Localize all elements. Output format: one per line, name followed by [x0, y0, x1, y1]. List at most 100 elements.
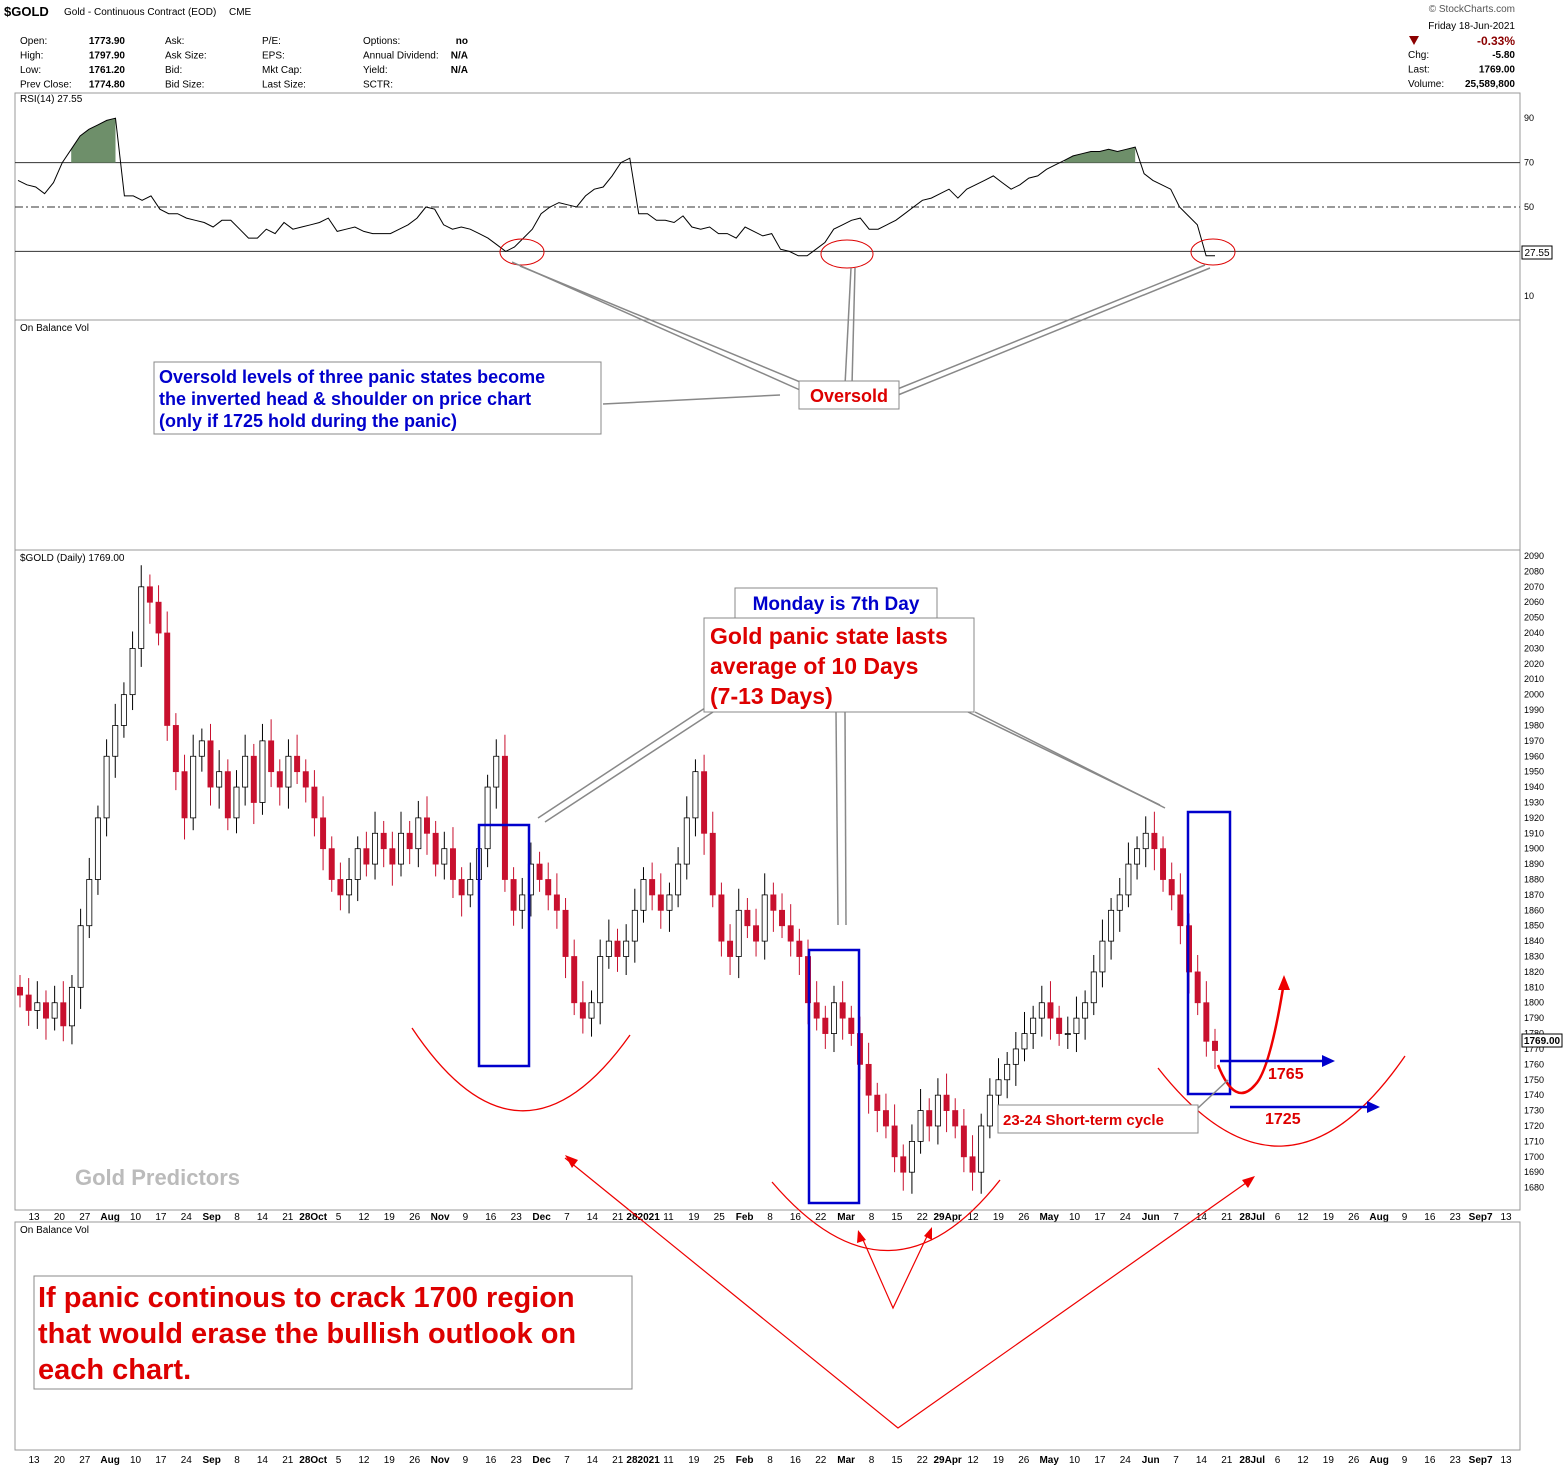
- price-tick-label: 2000: [1524, 690, 1544, 700]
- stat-label: SCTR:: [363, 80, 393, 91]
- candle-body: [978, 1125, 985, 1173]
- price-tick-label: 2010: [1524, 674, 1544, 684]
- candle-body: [1194, 971, 1201, 1004]
- price-tick-label: 1820: [1524, 967, 1544, 977]
- x-tick-label: 16: [485, 1455, 497, 1466]
- candle-body: [709, 832, 716, 896]
- stat-label: Bid:: [165, 65, 182, 76]
- watermark: Gold Predictors: [75, 1165, 240, 1190]
- x-tick-label: 282021: [626, 1212, 660, 1223]
- stat-value: N/A: [451, 65, 468, 76]
- candle-body: [917, 1110, 924, 1142]
- candle-body: [190, 755, 197, 819]
- x-tick-label: 14: [257, 1455, 269, 1466]
- x-tick-label: 23: [511, 1455, 523, 1466]
- panic-box-2: [807, 948, 861, 1205]
- candle-body: [562, 909, 569, 957]
- x-tick-label: 21: [1221, 1212, 1233, 1223]
- stats-column-3: P/E: EPS: Mkt Cap: Last Size:: [262, 36, 306, 91]
- candle-body: [415, 817, 422, 850]
- candle-body: [683, 817, 690, 865]
- x-axis-top: 13 20 27 Aug 10 17 24 Sep 8 14 21 28Oct 5 12 19 26 Nov 9 1…: [28, 1212, 1512, 1223]
- x-tick-label: Nov: [431, 1455, 450, 1466]
- cycle-box: 23-24 Short-term cycle: [997, 1079, 1229, 1134]
- candle-body: [882, 1110, 889, 1127]
- x-tick-label: 12: [1297, 1212, 1309, 1223]
- candle-body: [181, 771, 188, 819]
- stat-label: Open:: [20, 36, 47, 47]
- candle-body: [1064, 1033, 1071, 1035]
- price-tick-label: 1970: [1524, 736, 1544, 746]
- candle-body: [501, 755, 508, 880]
- panic-text-line-3: (7-13 Days): [710, 683, 833, 709]
- x-tick-label: 5: [336, 1212, 342, 1223]
- x-tick-label: 16: [1424, 1212, 1436, 1223]
- x-tick-label: 9: [1402, 1212, 1408, 1223]
- x-tick-label: 20: [54, 1455, 66, 1466]
- candle-body: [276, 771, 283, 788]
- candle-body: [1134, 848, 1141, 865]
- arrow-1725-icon: [1367, 1101, 1380, 1113]
- panic-box-1: [477, 823, 531, 1068]
- x-tick-label: 26: [1348, 1455, 1360, 1466]
- x-tick-label: Feb: [736, 1455, 754, 1466]
- candle-body: [675, 863, 682, 896]
- x-tick-label: 24: [181, 1455, 193, 1466]
- candle-body: [1012, 1048, 1019, 1065]
- candle-body: [1160, 848, 1167, 880]
- x-tick-label: Aug: [100, 1212, 119, 1223]
- candle-body: [510, 879, 517, 911]
- price-tick-label: 1740: [1524, 1090, 1544, 1100]
- candle-body: [207, 740, 214, 788]
- x-tick-label: Feb: [736, 1212, 754, 1223]
- oversold-callout-lines: [511, 261, 1211, 405]
- candle-body: [831, 1002, 837, 1034]
- x-tick-label: 15: [891, 1455, 903, 1466]
- price-tick-label: 2030: [1524, 643, 1544, 653]
- x-tick-label: 19: [1323, 1455, 1335, 1466]
- rsi-tick-label: 90: [1524, 113, 1534, 123]
- stat-value: -5.80: [1492, 50, 1515, 61]
- x-tick-label: 13: [28, 1455, 40, 1466]
- candle-body: [17, 986, 23, 996]
- x-tick-label: 15: [891, 1212, 903, 1223]
- x-tick-label: 7: [1173, 1212, 1179, 1223]
- x-tick-label: 24: [1120, 1212, 1132, 1223]
- price-current-box: [1521, 1033, 1563, 1048]
- price-tick-label: 1810: [1524, 982, 1544, 992]
- candle-body: [1073, 1017, 1080, 1034]
- x-tick-label: May: [1039, 1212, 1059, 1223]
- price-tick-label: 1930: [1524, 797, 1544, 807]
- x-tick-label: 6: [1275, 1455, 1281, 1466]
- price-tick-label: 1890: [1524, 859, 1544, 869]
- stat-label: Chg:: [1408, 50, 1429, 61]
- x-tick-label: Mar: [837, 1212, 855, 1223]
- stat-label: Mkt Cap:: [262, 65, 302, 76]
- candle-body: [1038, 1002, 1045, 1019]
- stats-column-1: Open: 1773.90 High: 1797.90 Low: 1761.20 Prev …: [20, 36, 125, 91]
- projection-arrow-icon: [1278, 975, 1290, 990]
- brand-logo: © StockCharts.com: [1429, 4, 1515, 15]
- x-tick-label: 14: [587, 1455, 599, 1466]
- x-tick-label: Jun: [1142, 1455, 1160, 1466]
- price-tick-label: 1900: [1524, 844, 1544, 854]
- candle-body: [216, 771, 223, 788]
- stat-label: Annual Dividend:: [363, 51, 439, 62]
- candle-body: [779, 909, 786, 927]
- price-tick-label: 1690: [1524, 1167, 1544, 1177]
- candle-body: [1151, 832, 1158, 850]
- candle-body: [77, 925, 84, 988]
- candle-body: [727, 940, 734, 957]
- x-tick-label: 8: [767, 1212, 773, 1223]
- obv-frame-bottom: [14, 1221, 1521, 1451]
- candle-body: [761, 894, 768, 942]
- x-tick-label: 28Jul: [1239, 1455, 1265, 1466]
- x-tick-label: Sep: [202, 1212, 220, 1223]
- x-tick-label: 12: [1297, 1455, 1309, 1466]
- x-tick-label: 29Apr: [933, 1455, 961, 1466]
- candle-body: [605, 940, 612, 957]
- candle-body: [138, 586, 145, 649]
- stat-value: 1774.80: [89, 80, 126, 91]
- candle-body: [164, 632, 171, 726]
- candle-body: [250, 755, 257, 803]
